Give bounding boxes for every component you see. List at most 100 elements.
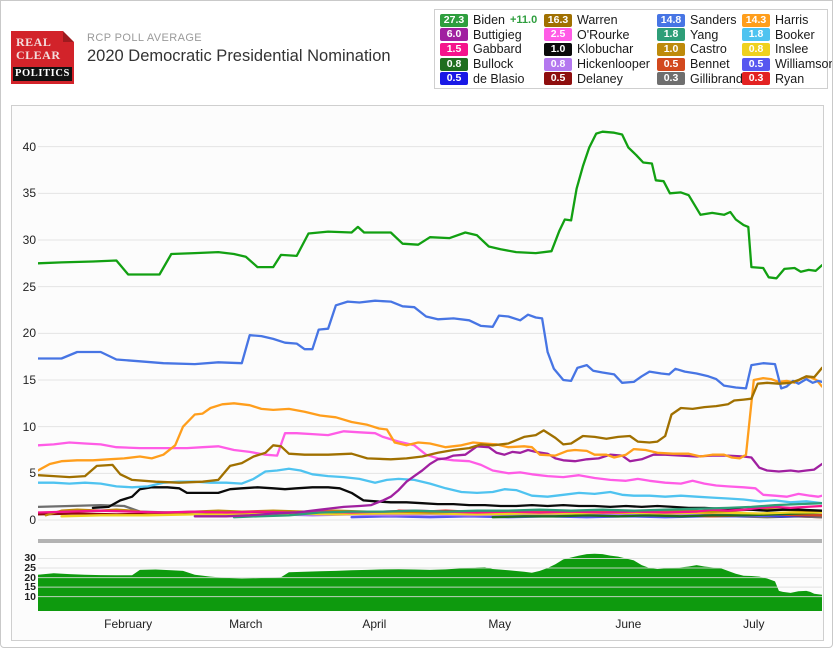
legend-candidate-name: Sanders	[690, 13, 737, 28]
legend-candidate-name: Williamson	[775, 57, 833, 72]
legend-swatch: 0.8	[544, 57, 572, 71]
series-line-harris	[38, 376, 822, 472]
legend-item-inslee[interactable]: 0.8 Inslee	[742, 42, 826, 56]
y-tick-label: 35	[22, 186, 36, 201]
legend-item-delaney[interactable]: 0.5 Delaney	[544, 72, 657, 86]
legend-candidate-name: Gillibrand	[690, 71, 743, 86]
legend-item-buttigieg[interactable]: 6.0 Buttigieg	[440, 28, 544, 42]
y-tick-label: 25	[22, 279, 36, 294]
legend-candidate-name: de Blasio	[473, 71, 525, 86]
legend-item-hickenlooper[interactable]: 0.8 Hickenlooper	[544, 57, 657, 71]
nav-y-tick-label: 25	[24, 562, 36, 574]
y-tick-label: 10	[22, 419, 36, 434]
legend-candidate-name: Castro	[690, 42, 727, 57]
series-line-biden	[38, 130, 822, 280]
legend-swatch: 0.5	[742, 57, 770, 71]
month-label-june: June	[615, 617, 642, 631]
spread-navigator-chart[interactable]	[38, 547, 822, 611]
legend-swatch: 27.3	[440, 13, 468, 27]
rcp-logo-real: REAL	[16, 35, 52, 49]
page-title: 2020 Democratic Presidential Nomination	[87, 47, 391, 65]
legend-item-klobuchar[interactable]: 1.0 Klobuchar	[544, 42, 657, 56]
month-label-april: April	[362, 617, 387, 631]
y-tick-label: 0	[29, 513, 36, 527]
legend-swatch: 0.3	[657, 72, 685, 86]
month-label-march: March	[229, 617, 263, 631]
nav-y-tick-label: 20	[24, 571, 36, 584]
legend-item-williamson[interactable]: 0.5 Williamson	[742, 57, 832, 71]
chart-box: 0 5 10 15 20 25 30 35 40 10 15 20 25 30 February Marc…	[11, 105, 824, 641]
series-line-o-rourke	[38, 430, 822, 498]
legend-swatch: 14.8	[657, 13, 685, 27]
y-tick-label: 5	[29, 466, 36, 481]
poll-trend-chart[interactable]	[38, 114, 822, 534]
series-line-yang	[232, 502, 822, 519]
legend-item-warren[interactable]: 16.3 Warren	[544, 13, 657, 27]
legend-swatch: 0.8	[742, 42, 770, 56]
legend-swatch: 0.8	[440, 57, 468, 71]
legend-swatch: 0.5	[440, 72, 468, 86]
rcp-logo-clear: CLEAR	[16, 48, 61, 62]
biden-spread-value: +11.0	[509, 14, 538, 27]
month-label-february: February	[104, 617, 153, 631]
legend: 27.3 Biden +11.0 16.3 Warren 14.8 Sanders 14.3 H…	[434, 9, 832, 89]
legend-item-gillibrand[interactable]: 0.3 Gillibrand	[657, 71, 743, 86]
legend-swatch: 0.5	[544, 72, 572, 86]
legend-swatch: 1.5	[440, 42, 468, 56]
legend-candidate-name: Warren	[577, 13, 618, 28]
legend-item-harris[interactable]: 14.3 Harris	[742, 13, 826, 27]
legend-candidate-name: O'Rourke	[577, 27, 630, 42]
legend-candidate-name: Yang	[690, 27, 719, 42]
legend-item-o-rourke[interactable]: 2.5 O'Rourke	[544, 28, 657, 42]
legend-candidate-name: Ryan	[775, 71, 805, 86]
legend-candidate-name: Booker	[775, 27, 815, 42]
nav-y-tick-label: 30	[24, 552, 36, 565]
legend-candidate-name: Klobuchar	[577, 42, 634, 57]
rcp-logo-fold	[63, 31, 74, 42]
y-tick-label: 30	[22, 233, 36, 247]
legend-item-de-blasio[interactable]: 0.5 de Blasio	[440, 72, 544, 86]
legend-item-bullock[interactable]: 0.8 Bullock	[440, 57, 544, 71]
legend-item-yang[interactable]: 1.8 Yang	[657, 28, 742, 42]
month-label-may: May	[488, 617, 512, 631]
rcp-logo[interactable]: REAL CLEAR POLITICS	[11, 31, 74, 84]
legend-item-biden[interactable]: 27.3 Biden +11.0	[440, 13, 544, 27]
legend-item-sanders[interactable]: 14.8 Sanders	[657, 13, 742, 27]
legend-item-castro[interactable]: 1.0 Castro	[657, 42, 742, 56]
legend-swatch: 1.8	[742, 28, 770, 42]
series-line-warren	[38, 366, 822, 484]
poll-average-kicker: RCP POLL AVERAGE	[87, 32, 203, 44]
legend-item-bennet[interactable]: 0.5 Bennet	[657, 57, 742, 71]
legend-candidate-name: Gabbard	[473, 42, 522, 57]
y-tick-label: 20	[22, 326, 36, 341]
legend-swatch: 0.3	[742, 72, 770, 86]
legend-swatch: 14.3	[742, 13, 770, 27]
legend-swatch: 1.0	[544, 42, 572, 56]
rcp-logo-politics: POLITICS	[13, 67, 72, 81]
legend-swatch: 1.8	[657, 28, 685, 42]
legend-candidate-name: Delaney	[577, 71, 623, 86]
month-label-july: July	[743, 617, 765, 631]
nav-y-tick-label: 10	[24, 590, 36, 603]
legend-candidate-name: Inslee	[775, 42, 809, 57]
legend-candidate-name: Harris	[775, 13, 809, 28]
legend-candidate-name: Hickenlooper	[577, 57, 650, 72]
legend-item-booker[interactable]: 1.8 Booker	[742, 28, 826, 42]
chart-divider	[38, 539, 822, 543]
series-line-inslee	[60, 511, 822, 518]
legend-item-ryan[interactable]: 0.3 Ryan	[742, 72, 826, 86]
legend-swatch: 6.0	[440, 28, 468, 42]
nav-y-tick-label: 15	[24, 581, 36, 594]
legend-candidate-name: Bennet	[690, 57, 730, 72]
legend-candidate-name: Biden	[473, 13, 505, 28]
spread-area	[38, 553, 822, 611]
series-line-klobuchar	[91, 486, 822, 512]
legend-item-gabbard[interactable]: 1.5 Gabbard	[440, 42, 544, 56]
y-tick-label: 15	[22, 373, 36, 387]
legend-swatch: 0.5	[657, 57, 685, 71]
series-line-gabbard	[38, 504, 822, 514]
legend-swatch: 16.3	[544, 13, 572, 27]
y-tick-label: 40	[22, 139, 36, 154]
legend-candidate-name: Buttigieg	[473, 27, 522, 42]
